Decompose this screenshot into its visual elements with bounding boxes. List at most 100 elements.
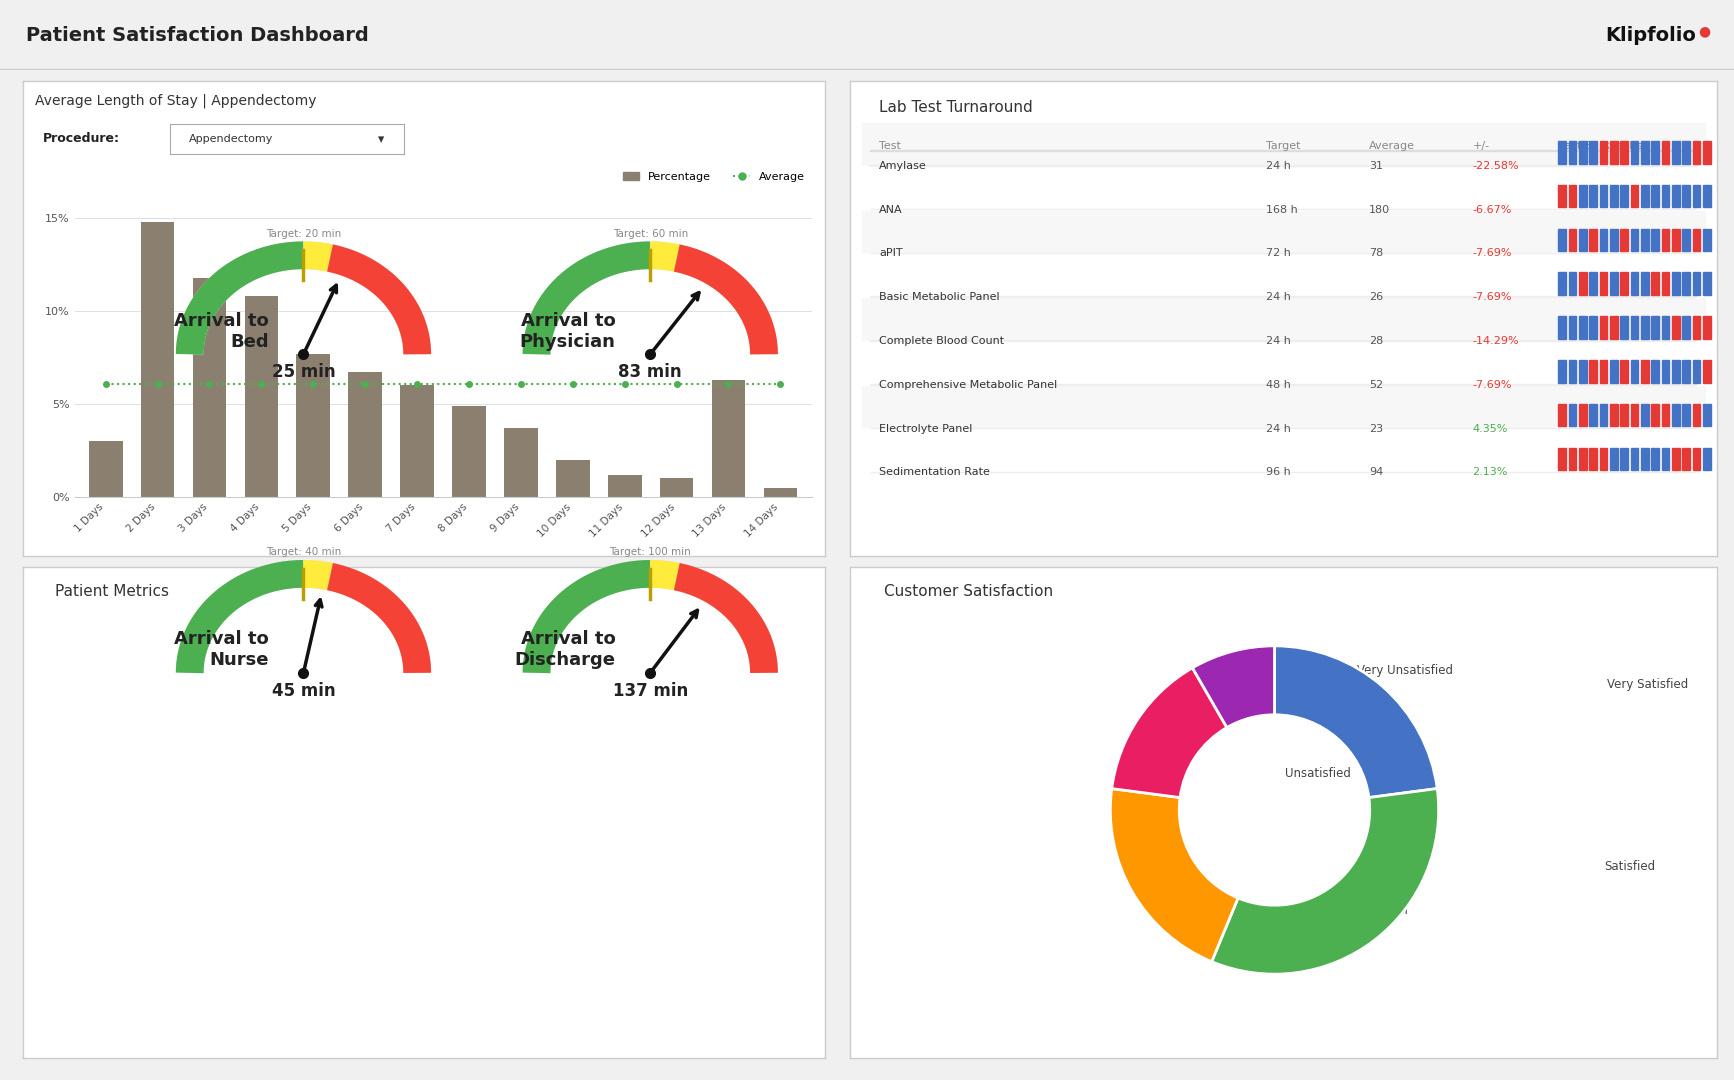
Bar [1640,141,1649,164]
Bar [1682,185,1691,207]
Text: Very Satisfied: Very Satisfied [1607,678,1687,691]
Bar [1600,316,1607,339]
Bar [1590,141,1597,164]
Text: 137 min: 137 min [612,681,688,700]
Bar [1661,141,1670,164]
Text: 24 h: 24 h [1266,336,1290,346]
Wedge shape [1110,788,1238,961]
Bar [1569,316,1576,339]
Text: Patient Satisfaction Dashboard: Patient Satisfaction Dashboard [26,26,369,44]
Bar [1703,229,1711,252]
Text: Very Unsatisfied: Very Unsatisfied [1356,664,1453,677]
Bar [1640,360,1649,382]
Bar [1609,229,1618,252]
Text: -7.69%: -7.69% [1472,380,1512,390]
Text: Procedure:: Procedure: [43,132,120,146]
Bar [1661,229,1670,252]
Bar [1651,272,1659,295]
Bar [862,167,1705,208]
Text: 25 min: 25 min [272,363,335,381]
Wedge shape [1111,667,1228,797]
Bar [1590,229,1597,252]
Bar [1640,316,1649,339]
Bar [1703,360,1711,382]
Bar [1609,272,1618,295]
Text: Electrolyte Panel: Electrolyte Panel [879,423,973,433]
Bar [453,406,486,497]
Bar [1620,447,1628,470]
Text: 24 h: 24 h [1266,161,1290,171]
Bar [557,460,590,497]
Bar [244,296,277,497]
Bar [1672,360,1680,382]
Bar [1682,316,1691,339]
Text: Patient Metrics: Patient Metrics [55,584,168,599]
Bar [1609,447,1618,470]
Bar [1661,447,1670,470]
Bar [1651,185,1659,207]
Bar [1620,360,1628,382]
Bar [1609,404,1618,427]
Text: 83 min: 83 min [619,363,681,381]
Bar [1590,447,1597,470]
Bar [1692,229,1701,252]
Bar [1569,141,1576,164]
Bar [1600,141,1607,164]
Bar [1672,141,1680,164]
Text: -14.29%: -14.29% [1472,336,1519,346]
Bar [711,380,746,497]
Text: 24 h: 24 h [1266,293,1290,302]
Bar [1703,316,1711,339]
Bar [401,386,434,497]
Bar [1580,185,1587,207]
Bar [1600,229,1607,252]
Text: ANA: ANA [879,204,903,215]
Text: 2.13%: 2.13% [1472,468,1509,477]
Bar [1630,447,1639,470]
Bar [1703,272,1711,295]
Bar [1569,272,1576,295]
Text: Past 30 Results: Past 30 Results [1559,140,1642,150]
Bar [1620,272,1628,295]
Bar [1580,447,1587,470]
Bar [1640,272,1649,295]
Text: Unsatisfied: Unsatisfied [1285,767,1351,780]
Text: Test: Test [879,140,900,150]
Bar [1692,316,1701,339]
Bar [862,342,1705,383]
Bar [1703,447,1711,470]
Bar [1661,272,1670,295]
Bar [1630,185,1639,207]
Bar [1620,141,1628,164]
Text: Arrival to
Discharge: Arrival to Discharge [515,631,616,670]
Bar [1569,229,1576,252]
Bar [862,298,1705,340]
Bar [1630,141,1639,164]
Bar [1630,360,1639,382]
Bar [1590,272,1597,295]
Bar [1620,404,1628,427]
Bar [1661,185,1670,207]
Text: 72 h: 72 h [1266,248,1290,258]
Text: 26: 26 [1370,293,1384,302]
Bar [1559,229,1566,252]
Text: Klipfolio: Klipfolio [1606,26,1696,44]
Bar [297,354,329,497]
Bar [862,386,1705,428]
Bar [1651,447,1659,470]
Bar [1620,185,1628,207]
Bar [1630,272,1639,295]
Text: 31: 31 [1370,161,1384,171]
Bar [1703,404,1711,427]
Bar [1559,404,1566,427]
Bar [1559,272,1566,295]
Text: Amylase: Amylase [879,161,926,171]
Bar [862,123,1705,164]
Text: Basic Metabolic Panel: Basic Metabolic Panel [879,293,999,302]
Bar [1661,360,1670,382]
Text: 78: 78 [1370,248,1384,258]
Bar [1640,185,1649,207]
Bar [1651,229,1659,252]
Bar [1580,360,1587,382]
Wedge shape [1193,646,1274,728]
